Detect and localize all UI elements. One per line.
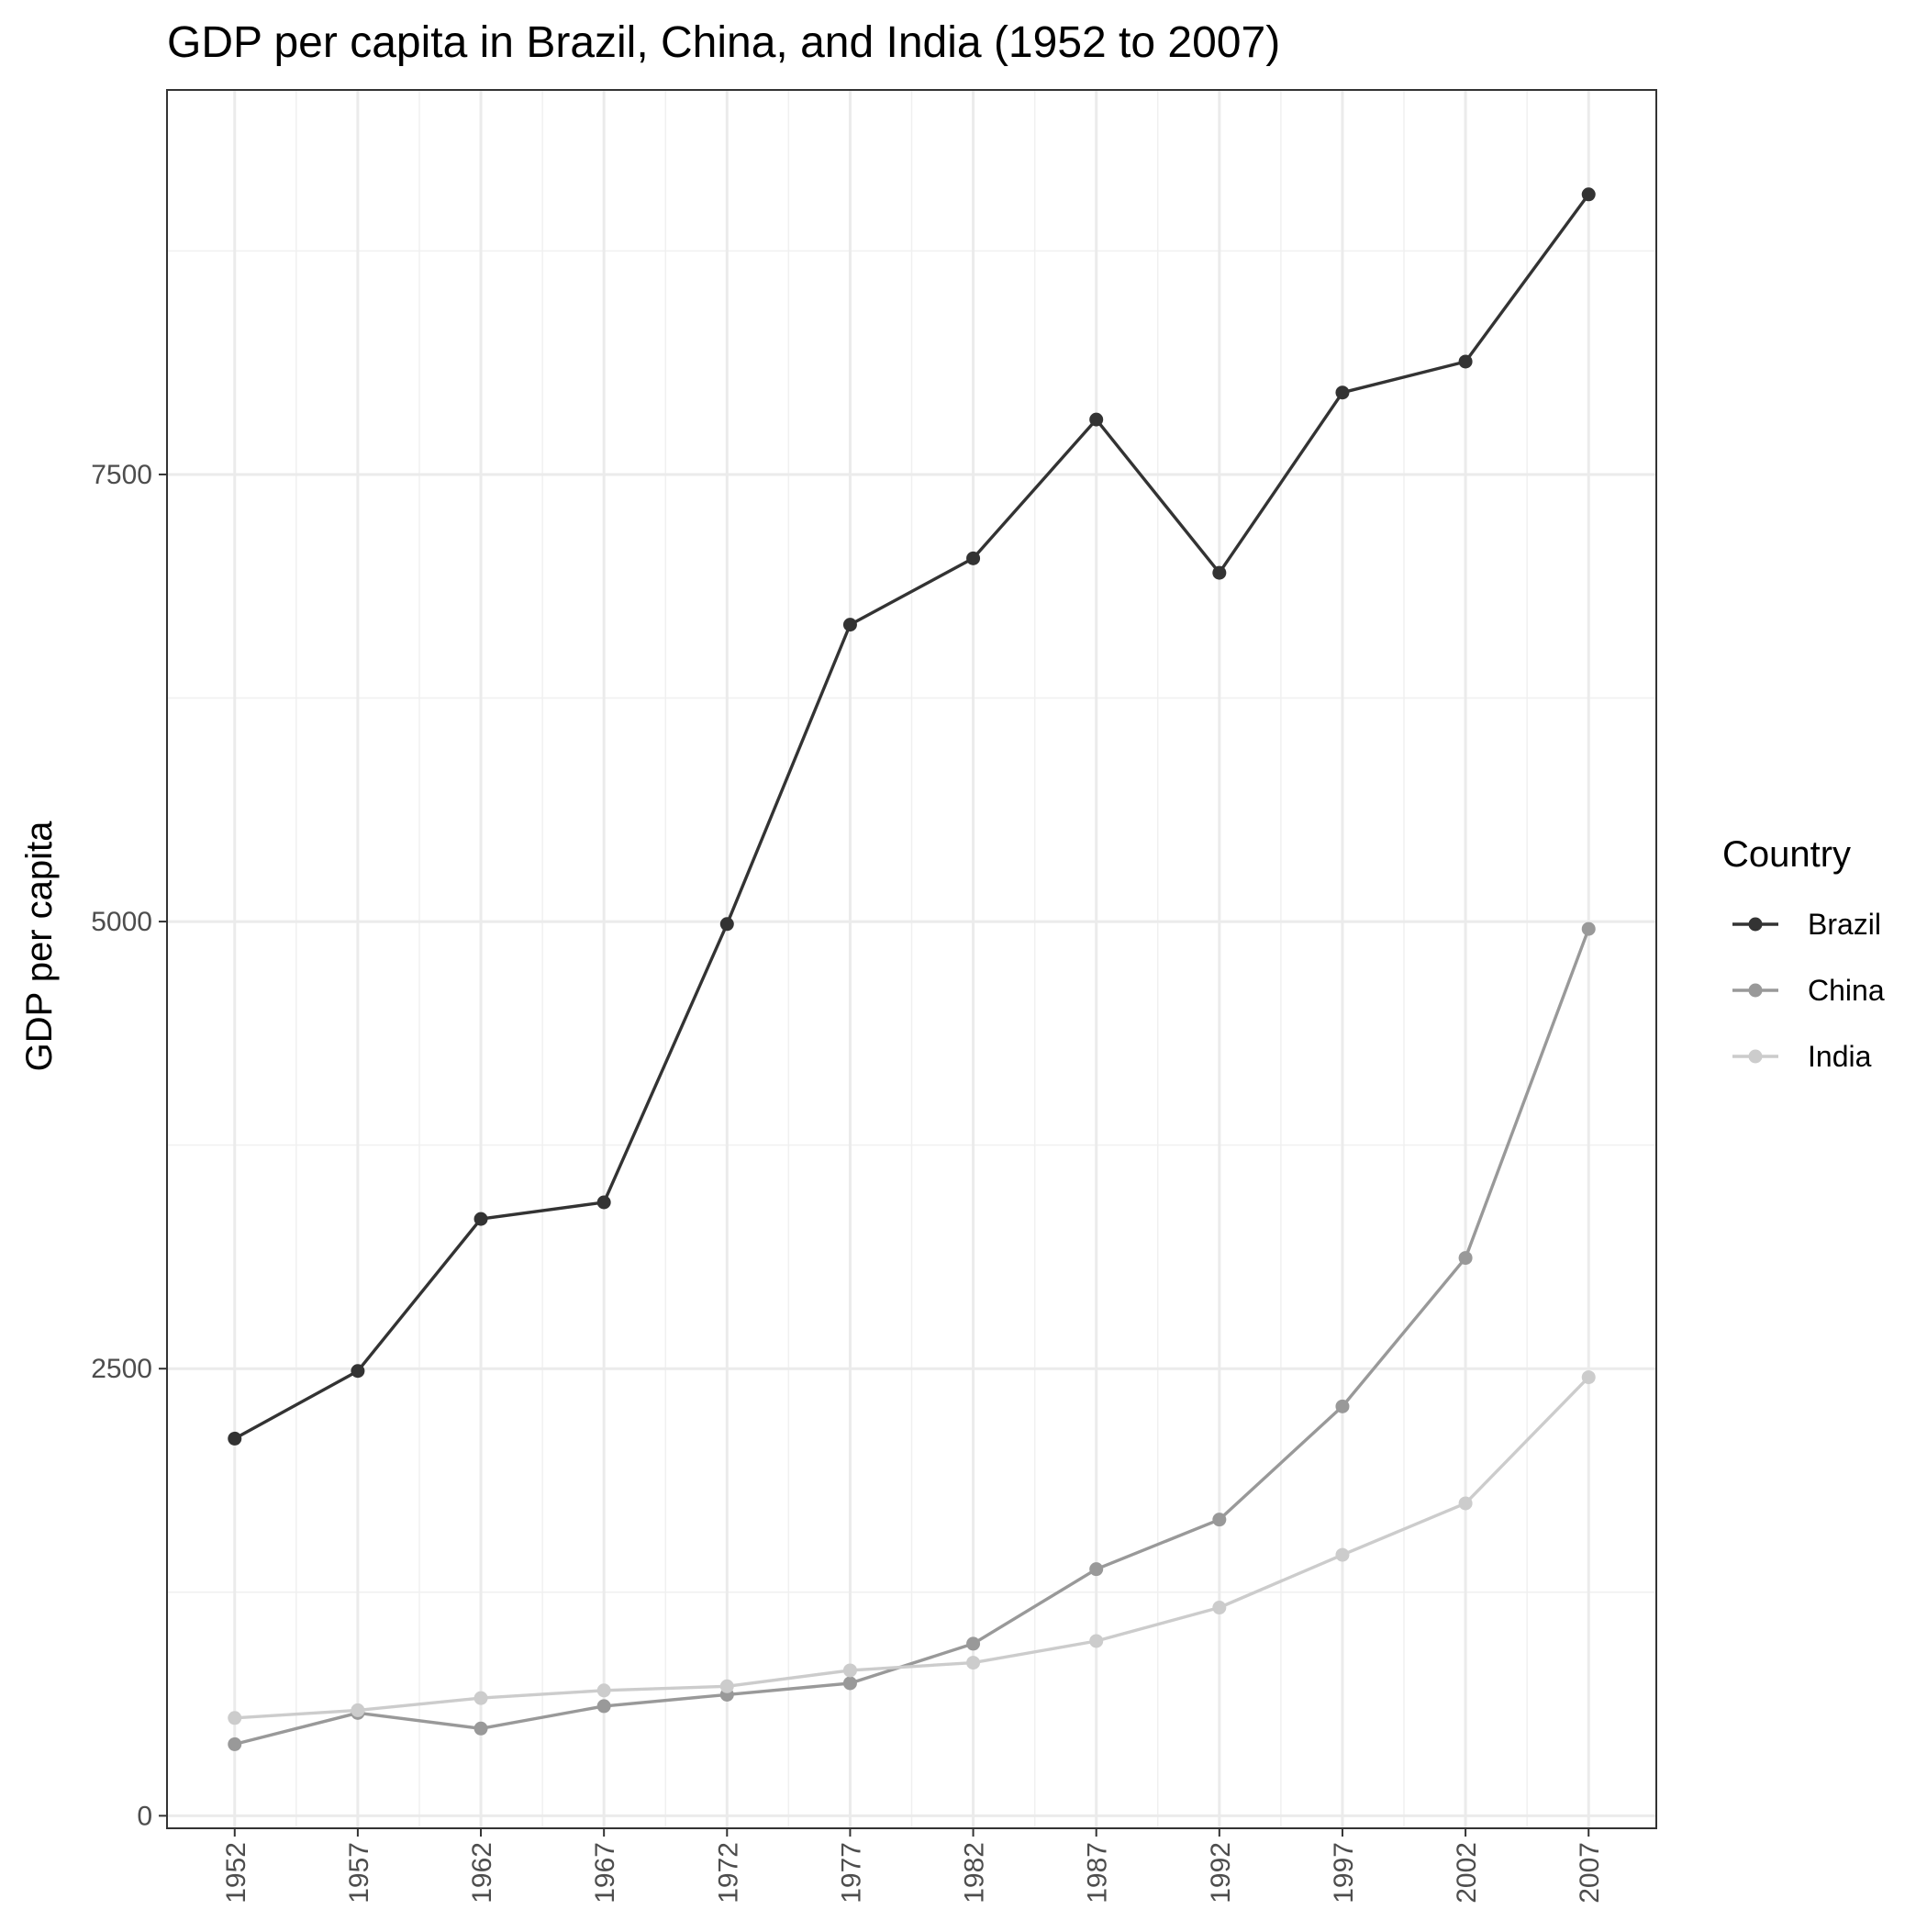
data-point-brazil bbox=[1458, 354, 1473, 369]
x-tick-label: 1957 bbox=[344, 1842, 374, 1904]
gridlines bbox=[167, 90, 1656, 1828]
data-point-brazil bbox=[1581, 187, 1596, 202]
data-point-china bbox=[228, 1737, 242, 1751]
data-point-india bbox=[842, 1663, 857, 1678]
data-point-china bbox=[473, 1721, 488, 1736]
legend-label-china: China bbox=[1808, 974, 1885, 1007]
plot-border bbox=[166, 89, 1657, 1829]
data-point-brazil bbox=[596, 1195, 611, 1210]
data-point-brazil bbox=[1212, 565, 1227, 580]
data-point-china bbox=[1089, 1562, 1104, 1577]
y-tick-label: 7500 bbox=[91, 460, 152, 490]
data-point-india bbox=[966, 1656, 981, 1670]
data-point-india bbox=[1089, 1634, 1104, 1648]
data-point-china bbox=[842, 1676, 857, 1691]
legend-key-point-india bbox=[1748, 1049, 1763, 1064]
series-line-china bbox=[234, 928, 1590, 1747]
x-tick-label: 1977 bbox=[836, 1842, 866, 1904]
data-point-brazil bbox=[228, 1431, 242, 1446]
x-tick-label: 1997 bbox=[1329, 1842, 1359, 1904]
y-tick-label: 0 bbox=[137, 1801, 152, 1831]
data-point-india bbox=[228, 1711, 242, 1725]
data-point-brazil bbox=[842, 618, 857, 632]
data-point-india bbox=[1335, 1547, 1350, 1562]
data-point-india bbox=[1581, 1370, 1596, 1385]
series-layer bbox=[228, 187, 1596, 1751]
y-axis-title: GDP per capita bbox=[19, 821, 60, 1071]
data-point-china bbox=[1458, 1251, 1473, 1266]
x-tick-label: 2007 bbox=[1575, 1842, 1605, 1904]
y-tick-label: 2500 bbox=[91, 1354, 152, 1384]
series-line-india bbox=[234, 1376, 1590, 1720]
legend-title: Country bbox=[1722, 834, 1851, 875]
data-point-brazil bbox=[1335, 385, 1350, 400]
data-point-brazil bbox=[719, 917, 734, 932]
legend-key-point-brazil bbox=[1748, 917, 1763, 932]
legend-label-brazil: Brazil bbox=[1808, 908, 1881, 941]
x-tick-label: 1972 bbox=[713, 1842, 743, 1904]
series-line-brazil bbox=[233, 193, 1590, 1440]
y-tick-label: 5000 bbox=[91, 907, 152, 937]
data-point-india bbox=[719, 1679, 734, 1693]
data-point-brazil bbox=[473, 1212, 488, 1226]
legend-key-point-china bbox=[1748, 983, 1763, 998]
data-point-china bbox=[1581, 921, 1596, 936]
legend: Country Brazil China India bbox=[1722, 834, 1885, 1073]
x-tick-label: 2002 bbox=[1452, 1842, 1482, 1904]
x-tick-label: 1962 bbox=[467, 1842, 497, 1904]
axis-ticks: 1952 1957 1962 1967 1972 1977 1982 1987 1992 1997… bbox=[91, 460, 1605, 1904]
data-point-india bbox=[473, 1691, 488, 1705]
x-tick-label: 1987 bbox=[1083, 1842, 1113, 1904]
data-point-china bbox=[966, 1636, 981, 1651]
data-point-india bbox=[596, 1683, 611, 1698]
x-tick-label: 1982 bbox=[960, 1842, 990, 1904]
data-point-china bbox=[1212, 1513, 1227, 1527]
data-point-china bbox=[596, 1699, 611, 1714]
x-tick-label: 1992 bbox=[1206, 1842, 1236, 1904]
x-tick-label: 1967 bbox=[590, 1842, 620, 1904]
data-point-india bbox=[351, 1703, 365, 1717]
x-tick-label: 1952 bbox=[221, 1842, 251, 1904]
data-point-brazil bbox=[351, 1364, 365, 1379]
data-point-india bbox=[1212, 1601, 1227, 1615]
legend-label-india: India bbox=[1808, 1040, 1872, 1073]
data-point-china bbox=[1335, 1399, 1350, 1413]
data-point-brazil bbox=[1089, 412, 1104, 427]
chart-title: GDP per capita in Brazil, China, and Ind… bbox=[167, 18, 1280, 67]
data-point-brazil bbox=[966, 551, 981, 565]
data-point-india bbox=[1458, 1496, 1473, 1511]
